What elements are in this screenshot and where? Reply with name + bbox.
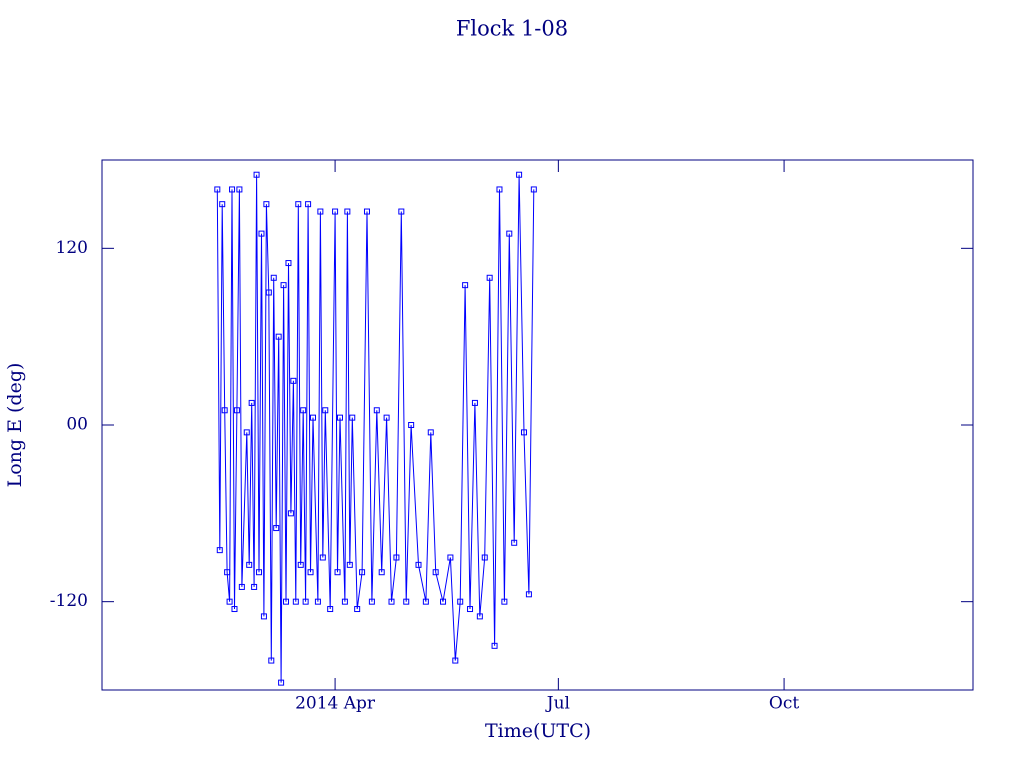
data-point: [216, 547, 223, 554]
data-point: [314, 598, 321, 605]
data-point: [290, 377, 297, 384]
data-point: [471, 399, 478, 406]
data-point: [398, 208, 405, 215]
data-point: [447, 554, 454, 561]
data-point: [238, 583, 245, 590]
data-point: [302, 598, 309, 605]
data-point: [265, 289, 272, 296]
data-point: [260, 613, 267, 620]
data-point: [440, 598, 447, 605]
data-point: [432, 569, 439, 576]
data-point: [457, 598, 464, 605]
data-point: [297, 561, 304, 568]
data-point: [373, 407, 380, 414]
data-point: [341, 598, 348, 605]
data-point: [368, 598, 375, 605]
data-point: [354, 606, 361, 613]
data-point: [501, 598, 508, 605]
data-point: [511, 539, 518, 546]
data-point: [243, 429, 250, 436]
data-point: [256, 569, 263, 576]
data-point: [273, 525, 280, 532]
data-point: [422, 598, 429, 605]
data-point: [253, 171, 260, 178]
data-point: [317, 208, 324, 215]
data-point: [305, 201, 312, 208]
data-point: [300, 407, 307, 414]
data-point: [251, 583, 258, 590]
data-point: [226, 598, 233, 605]
data-point: [270, 274, 277, 281]
data-point: [334, 569, 341, 576]
data-point: [349, 414, 356, 421]
y-axis-label: Long E (deg): [4, 363, 26, 488]
data-point: [229, 186, 236, 193]
data-point: [310, 414, 317, 421]
chart-title: Flock 1-08: [456, 17, 568, 41]
x-tick-label: Oct: [769, 694, 799, 714]
data-point: [236, 186, 243, 193]
data-point: [408, 422, 415, 428]
data-point: [521, 429, 528, 436]
data-point: [258, 230, 265, 237]
data-point: [359, 569, 366, 576]
data-point: [363, 208, 370, 215]
x-tick-label: Jul: [545, 694, 570, 714]
x-axis-label: Time(UTC): [485, 720, 591, 742]
data-point: [344, 208, 351, 215]
data-point: [275, 333, 282, 340]
data-point: [224, 569, 231, 576]
data-point: [525, 591, 532, 598]
data-point: [378, 569, 385, 576]
data-point: [481, 554, 488, 561]
data-point: [285, 260, 292, 267]
y-tick-label: 00: [66, 415, 88, 435]
data-point: [233, 407, 240, 414]
data-point: [476, 613, 483, 620]
y-tick-label: 120: [56, 238, 88, 258]
data-point: [214, 186, 221, 193]
data-point: [287, 510, 294, 517]
data-point: [336, 414, 343, 421]
data-point: [248, 399, 255, 406]
data-point: [221, 407, 228, 414]
data-point: [307, 569, 314, 576]
data-point: [383, 414, 390, 421]
data-line: [216, 174, 535, 683]
data-point: [403, 598, 410, 605]
data-point: [322, 407, 329, 414]
data-point: [388, 598, 395, 605]
data-point: [427, 429, 434, 436]
data-point: [327, 606, 334, 613]
data-point: [506, 230, 513, 237]
data-point: [219, 201, 226, 208]
data-point: [292, 598, 299, 605]
data-point: [530, 186, 537, 193]
data-point: [393, 554, 400, 561]
data-point: [280, 282, 287, 289]
data-point: [332, 208, 339, 215]
data-point: [496, 186, 503, 193]
data-point: [486, 274, 493, 281]
data-point: [491, 642, 498, 649]
data-point: [246, 561, 253, 568]
data-point: [462, 282, 469, 289]
x-tick-label: 2014 Apr: [295, 694, 376, 714]
data-point: [467, 606, 474, 613]
data-point: [231, 606, 238, 613]
data-point: [319, 554, 326, 561]
y-tick-label: -120: [50, 591, 88, 611]
data-point: [263, 201, 270, 208]
data-point: [278, 679, 285, 686]
data-point: [268, 657, 275, 664]
data-point: [346, 561, 353, 568]
data-point: [452, 657, 459, 664]
data-point: [516, 171, 523, 178]
data-point: [415, 561, 422, 568]
data-point: [295, 201, 302, 208]
data-point: [283, 598, 290, 605]
